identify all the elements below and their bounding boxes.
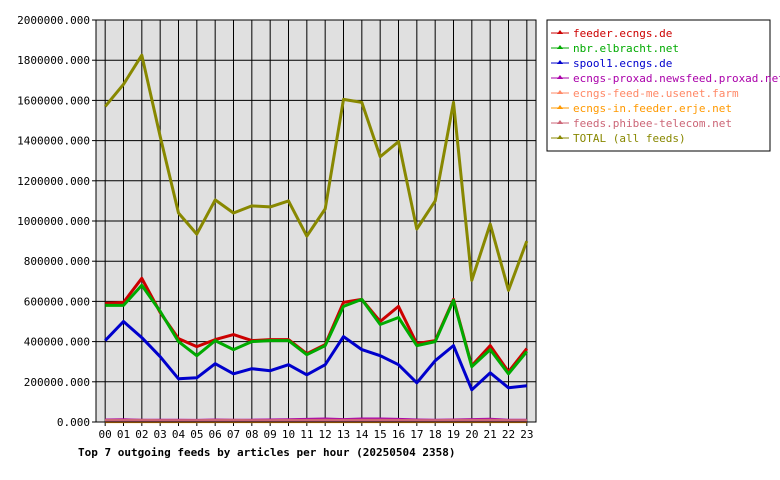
legend-marker-icon: [557, 90, 563, 94]
y-tick-label: 2000000.000: [17, 14, 90, 27]
x-tick-label: 20: [465, 428, 478, 441]
legend-marker-icon: [557, 120, 563, 124]
x-tick-label: 03: [154, 428, 167, 441]
x-tick-label: 16: [392, 428, 405, 441]
y-tick-label: 1400000.000: [17, 135, 90, 148]
y-tick-label: 600000.000: [24, 295, 90, 308]
legend-label: feeder.ecngs.de: [573, 27, 672, 40]
series-line-2: [104, 320, 527, 392]
legend-marker-icon: [557, 135, 563, 139]
x-tick-label: 04: [172, 428, 186, 441]
legend-marker-icon: [557, 75, 563, 79]
x-tick-label: 15: [374, 428, 387, 441]
legend-label: TOTAL (all feeds): [573, 132, 686, 145]
legend-marker-icon: [557, 60, 563, 64]
x-tick-label: 09: [264, 428, 277, 441]
x-tick-label: 12: [319, 428, 332, 441]
x-tick-label: 00: [99, 428, 112, 441]
x-axis-ticks: 00 01 02 03 04 05 06 07 08 09 10 11 12 13 14 15 16 17 18 19…: [99, 422, 533, 441]
legend-label: feeds.phibee-telecom.net: [573, 117, 732, 130]
x-tick-label: 06: [209, 428, 222, 441]
x-tick-label: 23: [520, 428, 533, 441]
y-axis-ticks: 0.000 200000.000 400000.000 600000.000 80000…: [17, 14, 96, 429]
series-line-7: [104, 53, 529, 292]
plot-frame: [95, 19, 537, 423]
y-tick-label: 0.000: [57, 416, 90, 429]
x-tick-label: 11: [300, 428, 313, 441]
y-tick-label: 1800000.000: [17, 54, 90, 67]
legend-marker-icon: [557, 105, 563, 109]
x-tick-label: 18: [429, 428, 442, 441]
x-tick-label: 17: [410, 428, 423, 441]
legend-marker-icon: [557, 30, 563, 34]
x-tick-label: 01: [117, 428, 130, 441]
x-tick-label: 02: [135, 428, 148, 441]
y-tick-label: 1200000.000: [17, 175, 90, 188]
chart-title: Top 7 outgoing feeds by articles per hou…: [78, 446, 456, 459]
legend-label: spool1.ecngs.de: [573, 57, 672, 70]
x-tick-label: 05: [190, 428, 203, 441]
x-tick-label: 07: [227, 428, 240, 441]
series-line-1: [105, 283, 528, 376]
legend-label: nbr.elbracht.net: [573, 42, 679, 55]
y-tick-label: 800000.000: [24, 255, 90, 268]
legend: feeder.ecngs.de nbr.elbracht.net spool1.ec…: [546, 19, 780, 152]
y-tick-label: 1600000.000: [17, 94, 90, 107]
legend-box: [546, 19, 771, 152]
legend-marker-icon: [557, 45, 563, 49]
legend-label: ecngs-proxad.newsfeed.proxad.net: [573, 72, 780, 85]
x-tick-label: 14: [355, 428, 369, 441]
x-tick-label: 21: [484, 428, 497, 441]
x-tick-label: 10: [282, 428, 295, 441]
x-tick-label: 19: [447, 428, 460, 441]
y-tick-label: 200000.000: [24, 376, 90, 389]
legend-label: ecngs-in.feeder.erje.net: [573, 102, 732, 115]
y-tick-label: 400000.000: [24, 336, 90, 349]
legend-label: ecngs-feed-me.usenet.farm: [573, 87, 739, 100]
x-tick-label: 13: [337, 428, 350, 441]
x-tick-label: 08: [245, 428, 258, 441]
y-tick-label: 1000000.000: [17, 215, 90, 228]
x-tick-label: 22: [502, 428, 515, 441]
